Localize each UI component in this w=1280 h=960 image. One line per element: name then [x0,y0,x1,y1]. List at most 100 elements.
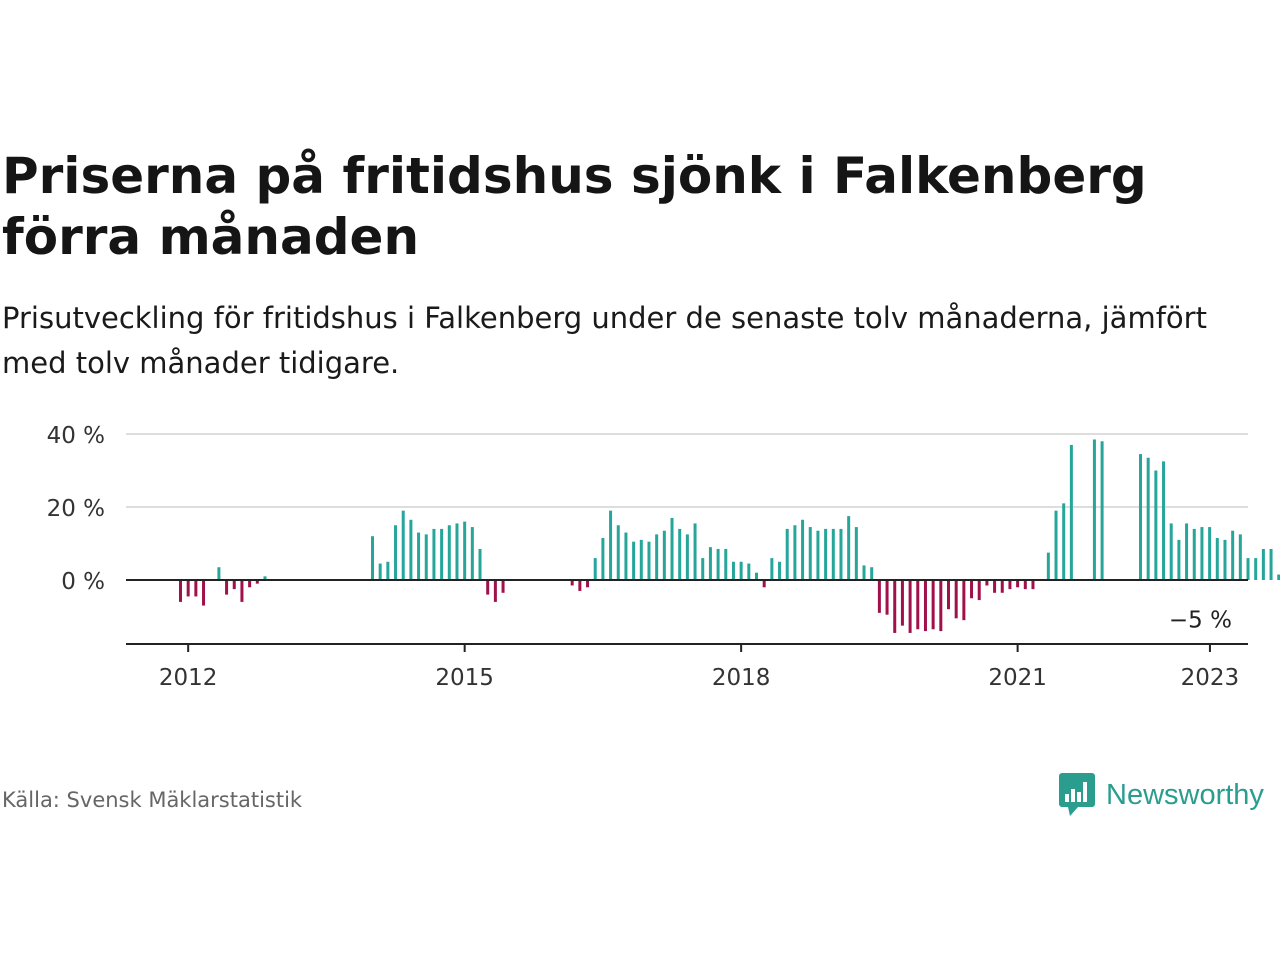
bar [870,567,874,580]
bar [923,580,927,632]
bar [1254,558,1258,580]
bar [578,580,582,591]
bar [900,580,904,626]
bar [1046,552,1050,580]
bar [885,580,889,615]
bar [248,580,252,588]
gridlines [126,433,1248,508]
bar [1208,527,1212,580]
y-tick-label: 20 % [47,496,105,522]
bar [1200,527,1204,580]
bar [501,580,505,593]
bar [186,580,190,597]
bar [202,580,206,606]
bar [263,576,267,580]
bar [731,561,735,580]
bar [755,572,758,580]
chart-subtitle: Prisutveckling för fritidshus i Falkenbe… [2,301,1207,380]
bar [624,532,628,580]
bar [1261,548,1265,580]
bar [1277,574,1280,580]
bar [793,525,797,580]
source-note: Källa: Svensk Mäklarstatistik [2,788,303,812]
bar [225,580,229,595]
bar [255,580,259,584]
bar [1054,510,1058,580]
bar [824,528,828,580]
bar [854,527,858,580]
x-tick-label: 2018 [712,665,771,691]
bar [685,534,689,580]
bar [1238,534,1242,580]
bar [655,534,659,580]
bar [440,528,444,580]
bar [1231,530,1235,580]
bar [570,580,574,586]
bar [1139,454,1142,580]
y-tick-label: 40 % [47,423,105,449]
bar [1069,444,1073,580]
annotations: −5 % [1169,607,1232,633]
bar [394,525,398,580]
bar [478,548,482,580]
bar [939,580,943,632]
bar [1100,441,1104,580]
bar [977,580,981,601]
bar [1062,503,1066,580]
bars [179,439,1280,633]
bar [762,580,766,588]
bar [662,530,666,580]
bar [724,548,728,580]
bar [808,527,812,580]
bar [831,528,835,580]
bar [739,561,743,580]
bar [447,525,451,580]
bar [1023,580,1027,590]
x-tick-label: 2021 [988,665,1047,691]
bar [947,580,950,610]
bar [378,563,382,580]
bar [1177,539,1181,580]
bar [877,580,881,613]
bar [1016,580,1020,588]
bar [194,580,198,597]
bar [486,580,490,595]
bar [1169,523,1173,580]
bar [632,541,636,580]
bar [1269,548,1273,580]
bar [1246,558,1250,580]
bar [232,580,236,590]
bar [893,580,897,633]
bar [993,580,997,593]
bar [409,519,413,580]
y-axis-labels: 0 % 20 % 40 % [47,423,105,595]
newsworthy-bar-chart-logo-icon [1059,773,1095,816]
bar [424,534,428,580]
bar [908,580,912,633]
bar [1185,523,1189,580]
bar [179,580,182,602]
last-value-label: −5 % [1169,607,1232,633]
bar [1146,457,1150,580]
bar [708,547,712,580]
x-tick-label: 2012 [159,665,218,691]
bar [240,580,244,602]
bar [1223,539,1227,580]
chart-title: Priserna på fritidshus sjönk i Falkenber… [2,147,1147,266]
bar [716,548,720,580]
bar [432,528,436,580]
bar [701,558,705,580]
bar-chart: 0 % 20 % 40 % 2012 2015 2018 2021 2023 −5 % [47,423,1280,691]
bar [1092,439,1096,580]
brand-logo[interactable]: Newsworthy [1058,772,1264,818]
bar [1215,538,1219,580]
bar [770,558,774,580]
bar [970,580,974,599]
bar [1031,580,1035,590]
bar [386,561,390,580]
bar [371,536,374,580]
bar [217,567,221,580]
bar [616,525,620,580]
x-axis-labels: 2012 2015 2018 2021 2023 [159,644,1239,691]
bar [778,561,782,580]
